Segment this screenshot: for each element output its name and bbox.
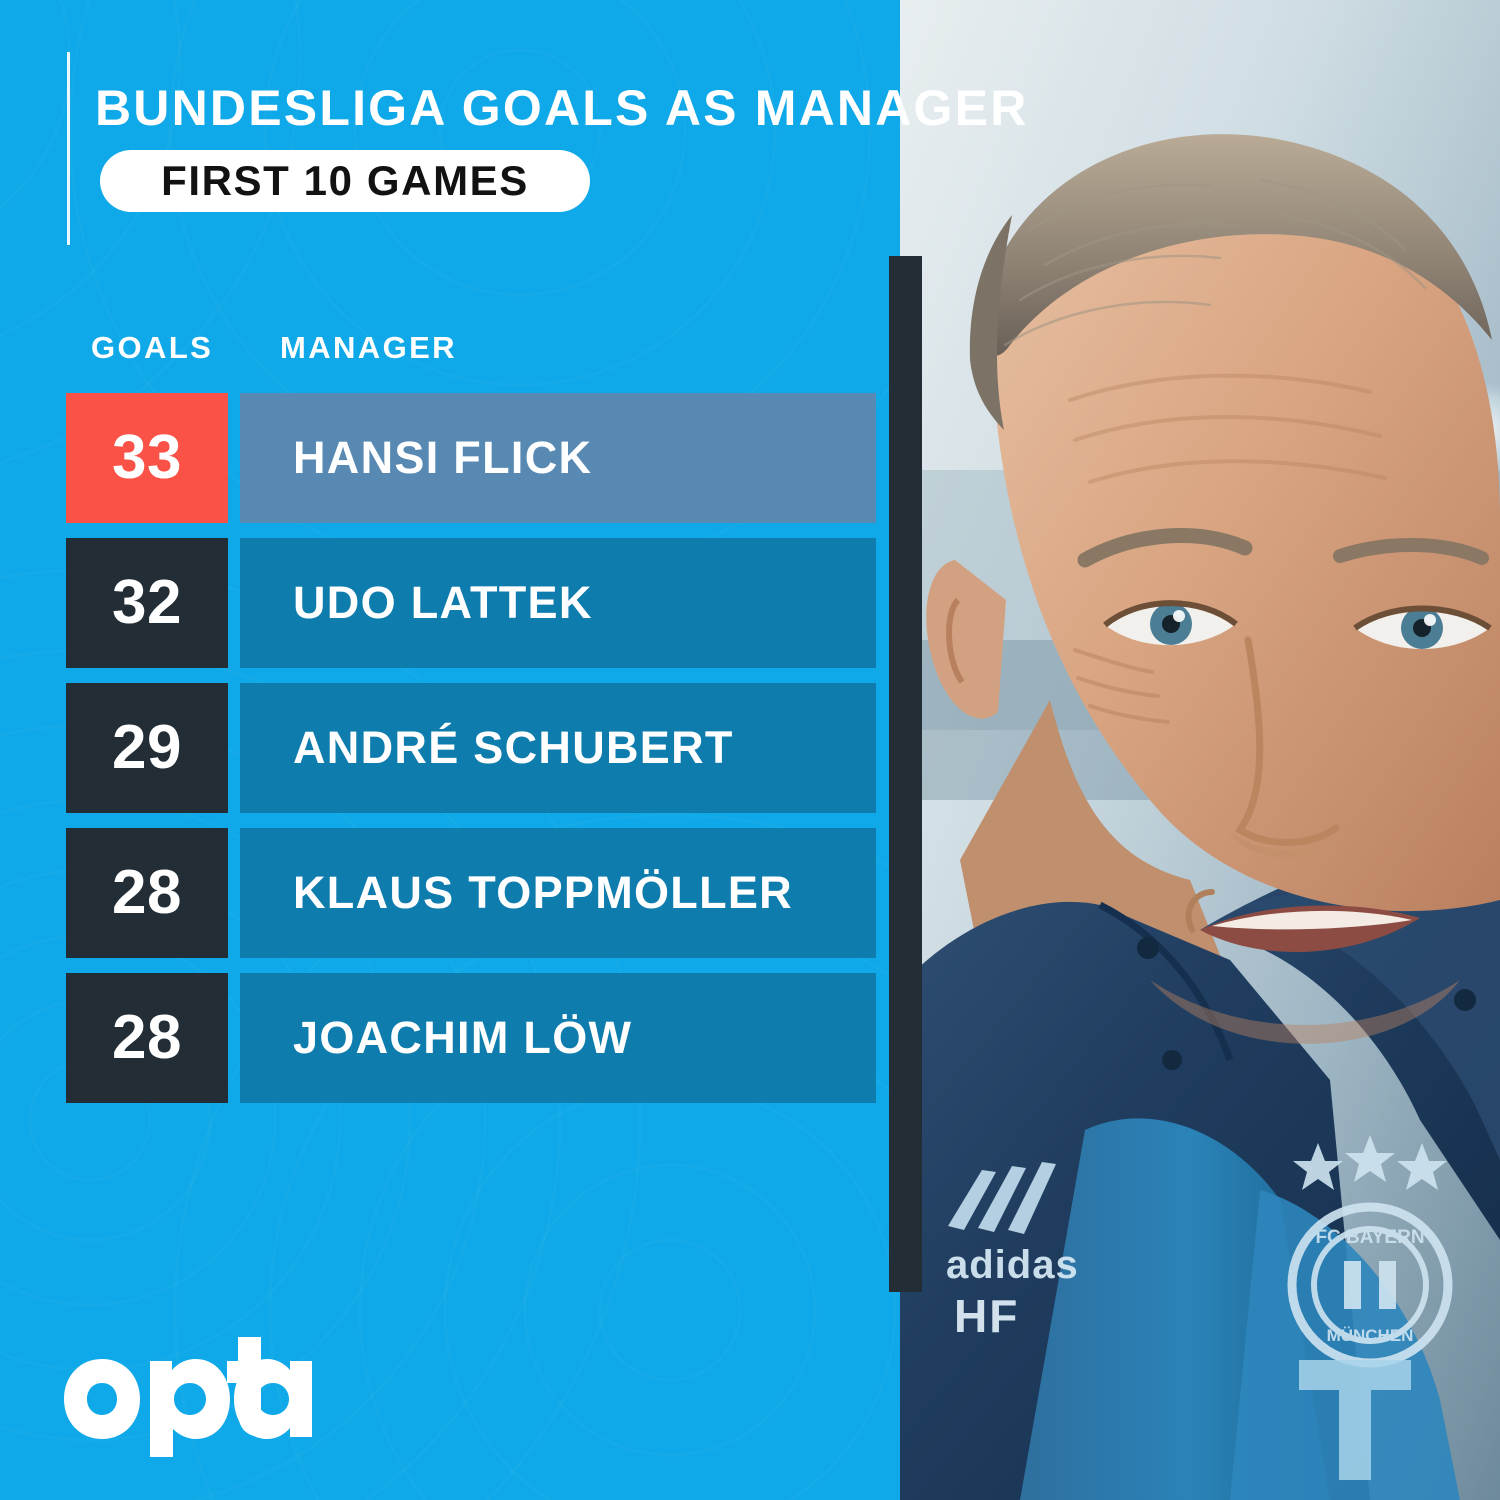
manager-cell: UDO LATTEK <box>240 538 876 668</box>
table-row: 33 HANSI FLICK <box>66 393 876 523</box>
goals-cell: 28 <box>66 973 228 1103</box>
manager-name: HANSI FLICK <box>293 432 593 483</box>
manager-name: JOACHIM LÖW <box>293 1012 633 1063</box>
svg-text:HF: HF <box>954 1290 1019 1342</box>
manager-cell: JOACHIM LÖW <box>240 973 876 1103</box>
page-title: BUNDESLIGA GOALS AS MANAGER <box>95 80 1029 136</box>
manager-name: KLAUS TOPPMÖLLER <box>293 867 793 918</box>
svg-text:adidas: adidas <box>946 1243 1079 1287</box>
goals-value: 33 <box>112 423 182 492</box>
table-row: 29 ANDRÉ SCHUBERT <box>66 683 876 813</box>
table-row: 32 UDO LATTEK <box>66 538 876 668</box>
manager-cell: KLAUS TOPPMÖLLER <box>240 828 876 958</box>
manager-cell: ANDRÉ SCHUBERT <box>240 683 876 813</box>
title-accent-rule <box>67 52 70 245</box>
manager-name: ANDRÉ SCHUBERT <box>293 722 734 773</box>
svg-text:MÜNCHEN: MÜNCHEN <box>1327 1326 1414 1345</box>
managers-table: 33 HANSI FLICK 32 UDO LATTEK 29 ANDRÉ SC… <box>66 393 876 1118</box>
table-row: 28 KLAUS TOPPMÖLLER <box>66 828 876 958</box>
manager-name: UDO LATTEK <box>293 577 593 628</box>
manager-cell: HANSI FLICK <box>240 393 876 523</box>
goals-cell: 29 <box>66 683 228 813</box>
goals-value: 28 <box>112 1003 182 1072</box>
goals-value: 29 <box>112 713 182 782</box>
column-header-manager: MANAGER <box>280 330 457 365</box>
opta-logo <box>64 1337 312 1457</box>
goals-value: 32 <box>112 568 182 637</box>
goals-value: 28 <box>112 858 182 927</box>
table-row: 28 JOACHIM LÖW <box>66 973 876 1103</box>
column-header-goals: GOALS <box>91 330 214 365</box>
goals-cell: 28 <box>66 828 228 958</box>
goals-cell: 32 <box>66 538 228 668</box>
subtitle-pill-label: FIRST 10 GAMES <box>161 157 529 204</box>
svg-text:FC BAYERN: FC BAYERN <box>1315 1227 1424 1248</box>
goals-cell: 33 <box>66 393 228 523</box>
subtitle-pill: FIRST 10 GAMES <box>100 150 590 212</box>
manager-photo: adidas HF FC BAYERN MÜNCHEN <box>900 0 1500 1500</box>
dark-divider-bar <box>889 256 922 1292</box>
